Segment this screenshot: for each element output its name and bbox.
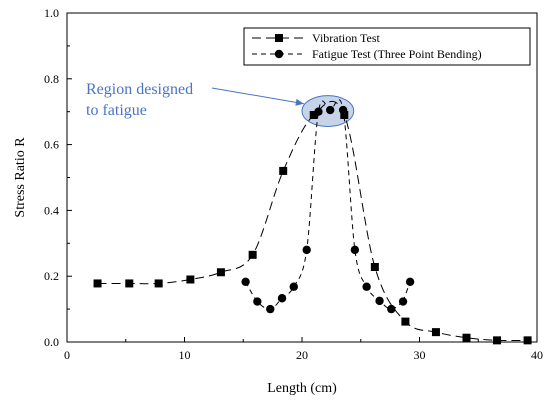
data-point-circle [362, 282, 371, 291]
data-point-square [248, 250, 257, 259]
legend-marker-square [275, 34, 283, 42]
data-point-square [309, 110, 318, 119]
data-point-circle [326, 105, 335, 115]
y-tick-label: 1.0 [44, 6, 59, 20]
annotation-arrowhead [295, 98, 304, 106]
data-point-circle [350, 245, 360, 255]
y-axis-label: Stress Ratio R [13, 137, 28, 218]
legend-label-fatigue: Fatigue Test (Three Point Bending) [312, 47, 482, 61]
data-point-square [523, 336, 532, 345]
y-tick-label: 0.0 [44, 335, 59, 349]
x-tick-label: 0 [64, 348, 70, 362]
data-point-square [93, 279, 102, 288]
data-point-square [493, 336, 502, 345]
legend-box [243, 27, 531, 66]
data-point-circle [314, 107, 323, 116]
data-point-circle [375, 296, 384, 306]
x-tick-label: 40 [531, 348, 543, 362]
y-tick-label: 0.6 [44, 138, 59, 152]
x-axis-label: Length (cm) [267, 381, 337, 396]
data-point-square [340, 110, 349, 119]
annotation: Region designed to fatigue [86, 81, 304, 119]
x-tick-label: 10 [179, 348, 191, 362]
data-point-square [125, 279, 134, 288]
annotation-arrow [211, 87, 304, 105]
legend: Vibration Test Fatigue Test (Three Point… [243, 27, 531, 66]
data-point-square [401, 317, 410, 326]
y-tick-label: 0.8 [44, 72, 59, 86]
legend-marker-circle [274, 49, 284, 59]
data-point-square [462, 333, 471, 342]
data-point-square [216, 268, 225, 277]
data-point-circle [302, 245, 311, 255]
data-point-circle [253, 297, 262, 306]
data-point-circle [289, 282, 298, 291]
annotation-line-2: to fatigue [86, 102, 147, 119]
data-point-square [431, 328, 440, 337]
series-line-1 [245, 99, 404, 310]
x-axis-ticks: 0 10 20 30 40 [64, 337, 543, 362]
series-line-0 [97, 100, 528, 342]
series-layer [93, 99, 532, 345]
annotation-line-1: Region designed [86, 81, 193, 98]
x-tick-label: 30 [414, 348, 426, 362]
data-point-circle [241, 277, 250, 286]
data-point-circle [266, 304, 275, 314]
y-tick-label: 0.4 [44, 203, 59, 217]
data-point-circle [277, 294, 287, 303]
legend-label-vibration: Vibration Test [312, 31, 381, 45]
y-tick-label: 0.2 [44, 269, 59, 283]
y-axis-ticks: 0.0 0.2 0.4 0.6 0.8 1.0 [44, 6, 72, 349]
data-point-circle [338, 105, 348, 115]
data-point-square [370, 262, 379, 271]
data-point-square [186, 275, 195, 284]
data-point-square [279, 166, 288, 175]
x-tick-label: 20 [296, 348, 308, 362]
data-point-circle [387, 304, 396, 314]
data-point-circle [405, 277, 415, 286]
data-point-square [154, 279, 163, 288]
